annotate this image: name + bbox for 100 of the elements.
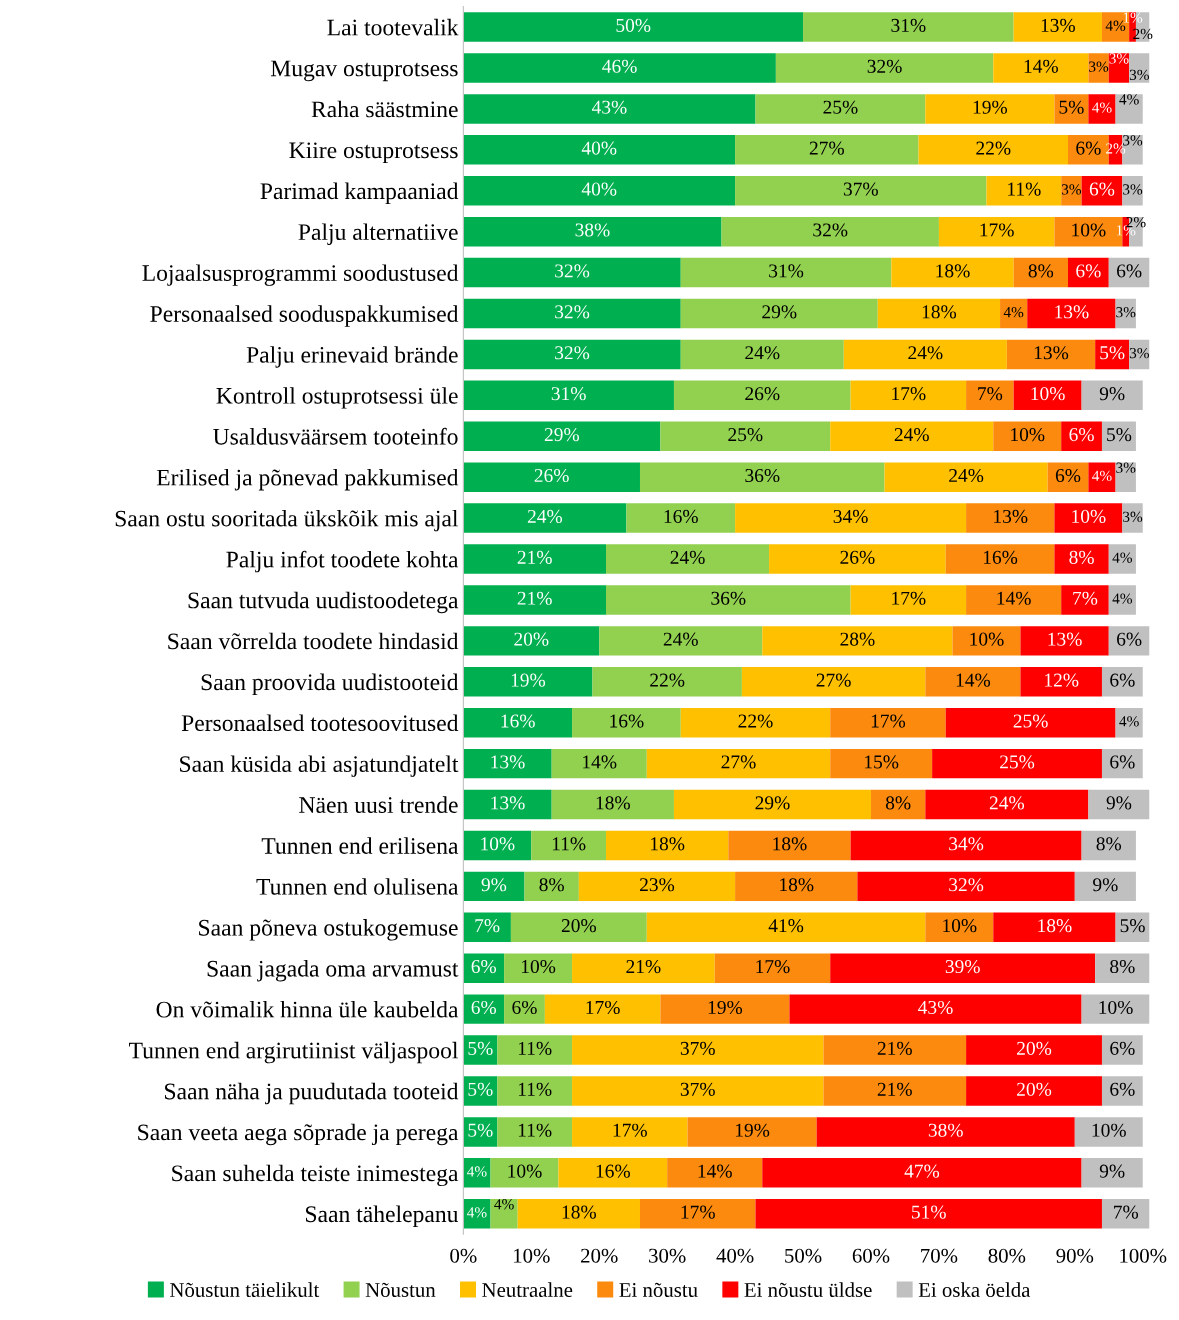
bar (572, 953, 715, 983)
bar (938, 216, 1055, 247)
legend-label: Neutraalne (482, 1282, 573, 1298)
data-label: 4% (467, 1166, 487, 1177)
data-label: 11% (518, 1123, 552, 1137)
bar (993, 912, 1116, 943)
data-label: 18% (773, 837, 807, 851)
bar (531, 830, 607, 861)
data-label: 24% (989, 796, 1025, 810)
data-label: 8% (1028, 264, 1054, 278)
data-label: 18% (562, 1205, 596, 1219)
bar (578, 871, 736, 902)
data-label: 3% (1129, 69, 1149, 81)
data-label: 21% (877, 1041, 912, 1055)
bar (925, 667, 1021, 697)
x-tick-label: 30% (649, 1248, 686, 1263)
data-label: 8% (885, 796, 911, 810)
data-label: 10% (1011, 428, 1045, 442)
data-label: 39% (945, 959, 980, 974)
bar (463, 1035, 498, 1065)
data-label: 32% (555, 305, 590, 319)
data-label: 32% (867, 59, 902, 73)
bar (789, 994, 1082, 1024)
data-label: 11% (518, 1041, 552, 1055)
data-label: 46% (602, 59, 637, 73)
data-label: 43% (918, 1000, 953, 1015)
data-label: 10% (481, 837, 515, 851)
data-label: 10% (1072, 223, 1106, 237)
bar (639, 1199, 756, 1229)
y-tick-label: Tunnen end argirutiinist väljaspool (129, 1041, 459, 1064)
data-label: 11% (1008, 182, 1041, 196)
bar (463, 1158, 491, 1188)
bar (606, 544, 770, 574)
y-tick-label: Saan tähelepanu (306, 1205, 459, 1227)
bar (1101, 1076, 1143, 1106)
data-label: 9% (1093, 878, 1118, 892)
bar (463, 667, 593, 697)
bar (1108, 53, 1130, 83)
bar (1122, 503, 1143, 533)
bar (966, 1035, 1102, 1065)
bar (510, 912, 647, 943)
data-label: 10% (1099, 1000, 1133, 1015)
y-tick-label: Tunnen end erilisena (261, 837, 459, 854)
bar (572, 707, 681, 738)
bar (463, 462, 640, 492)
data-label: 5% (1059, 100, 1084, 114)
data-label: 7% (1073, 591, 1098, 605)
bar (1061, 585, 1109, 615)
bar (857, 871, 1075, 902)
data-label: 19% (735, 1123, 770, 1137)
bar (1108, 626, 1150, 656)
data-label: 18% (651, 837, 685, 851)
legend-label: Nõustun (365, 1282, 436, 1298)
bar (1006, 339, 1096, 370)
bar (1081, 994, 1150, 1024)
data-label: 17% (892, 591, 926, 605)
bar (497, 1117, 573, 1147)
bar (1088, 789, 1150, 820)
data-label: 24% (527, 509, 563, 524)
data-label: 32% (813, 223, 848, 237)
bar (551, 789, 674, 820)
data-label: 14% (698, 1164, 732, 1178)
bar (572, 1076, 824, 1106)
data-label: 17% (756, 959, 790, 974)
data-label: 47% (904, 1164, 940, 1178)
bar (646, 912, 926, 943)
data-label: 4% (1119, 94, 1139, 105)
data-label: 4% (1105, 20, 1126, 31)
bar (1081, 1158, 1143, 1188)
data-label: 13% (1048, 632, 1082, 646)
x-tick-label: 20% (581, 1248, 618, 1263)
bar (986, 176, 1062, 206)
bar (524, 871, 579, 902)
bar (755, 1199, 1102, 1229)
bar (945, 544, 1055, 574)
data-label: 14% (997, 591, 1031, 605)
data-label: 12% (1045, 673, 1079, 687)
bar (463, 626, 600, 656)
bar (830, 707, 946, 738)
data-label: 20% (1017, 1082, 1052, 1096)
bar (1020, 667, 1102, 697)
bar (463, 953, 505, 983)
data-label: 26% (534, 468, 569, 483)
x-tick-label: 40% (716, 1248, 754, 1263)
bar (463, 1199, 491, 1229)
data-label: 18% (1038, 919, 1072, 933)
bar (680, 339, 844, 370)
data-label: 9% (1099, 1164, 1125, 1178)
bar (877, 298, 1001, 329)
bar (850, 830, 1082, 861)
data-label: 17% (980, 223, 1014, 237)
bar (463, 544, 607, 574)
data-label: 37% (843, 182, 878, 196)
data-label: 7% (978, 387, 1003, 401)
bar (993, 421, 1062, 451)
data-label: 19% (511, 673, 546, 687)
y-tick-label: Usaldusväärsem tooteinfo (213, 427, 458, 445)
data-label: 24% (894, 428, 929, 442)
data-label: 18% (596, 796, 630, 810)
bar (544, 994, 661, 1024)
